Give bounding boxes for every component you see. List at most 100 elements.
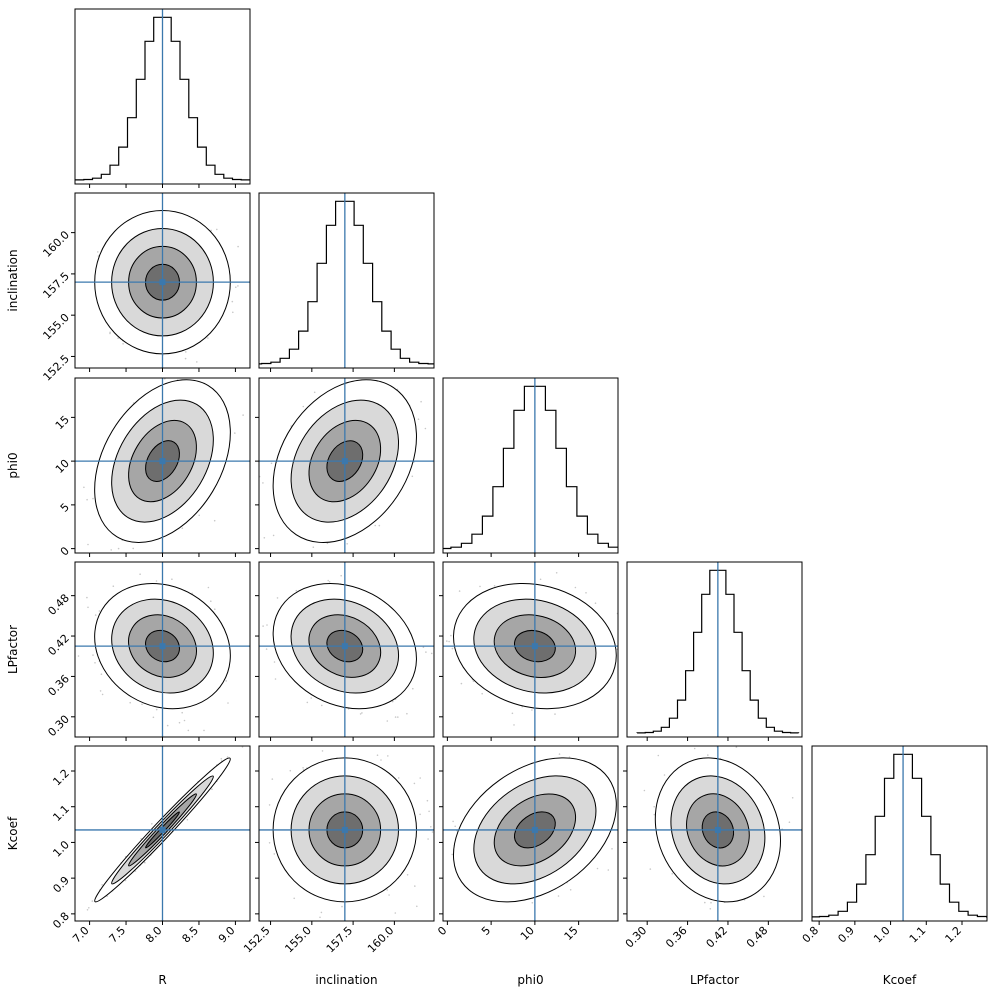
sample-point bbox=[92, 654, 94, 656]
y-tick-label: 0.48 bbox=[45, 591, 72, 618]
sample-point bbox=[132, 547, 134, 550]
sample-point bbox=[417, 418, 420, 421]
sample-point bbox=[276, 597, 279, 599]
sample-point bbox=[265, 648, 268, 650]
sample-point bbox=[210, 600, 212, 602]
sample-point bbox=[438, 627, 440, 629]
sample-point bbox=[216, 228, 218, 231]
sample-point bbox=[117, 547, 120, 550]
sample-point bbox=[191, 592, 193, 595]
sample-point bbox=[446, 640, 448, 642]
sample-point bbox=[92, 497, 94, 500]
sample-point bbox=[81, 554, 83, 556]
sample-point bbox=[83, 486, 85, 489]
sample-point bbox=[574, 586, 577, 589]
sample-point bbox=[472, 680, 475, 683]
panel-phi0-LPfactor bbox=[438, 561, 619, 741]
sample-point bbox=[272, 534, 275, 537]
sample-point bbox=[227, 702, 229, 704]
panel-R-LPfactor: 0.30 0.36 0.42 0.48 bbox=[45, 561, 251, 741]
sample-point bbox=[594, 602, 597, 604]
sample-point bbox=[110, 549, 112, 551]
sample-point bbox=[94, 614, 97, 616]
sample-point bbox=[440, 365, 442, 367]
panel-phi0-phi0 bbox=[442, 377, 619, 557]
sample-point bbox=[262, 482, 264, 484]
axes-frame bbox=[258, 192, 435, 369]
sample-point bbox=[313, 391, 316, 394]
sample-point bbox=[479, 585, 481, 588]
axes-frame bbox=[442, 377, 619, 554]
sample-point bbox=[266, 624, 268, 626]
y-tick-label: 15 bbox=[53, 413, 72, 432]
sample-point bbox=[242, 414, 244, 416]
sample-point bbox=[123, 393, 125, 395]
y-tick-label: 5 bbox=[58, 501, 72, 515]
sample-point bbox=[270, 462, 273, 465]
sample-point bbox=[397, 716, 399, 718]
sample-point bbox=[326, 542, 329, 545]
truth-marker bbox=[159, 279, 166, 286]
sample-point bbox=[98, 610, 101, 612]
panel-R-R bbox=[74, 8, 251, 188]
panel-inclination-LPfactor bbox=[255, 561, 435, 741]
sample-point bbox=[340, 574, 343, 577]
sample-point bbox=[328, 581, 331, 583]
sample-point bbox=[187, 729, 190, 732]
sample-point bbox=[327, 579, 330, 582]
sample-point bbox=[196, 361, 198, 363]
sample-point bbox=[531, 709, 533, 711]
sample-point bbox=[394, 716, 397, 718]
sample-point bbox=[109, 331, 111, 334]
sample-point bbox=[181, 711, 183, 714]
sample-point bbox=[386, 720, 389, 722]
y-tick-label: 10 bbox=[53, 457, 72, 476]
sample-point bbox=[362, 374, 364, 376]
sample-point bbox=[122, 343, 124, 345]
axes-frame bbox=[258, 561, 435, 738]
sample-point bbox=[585, 592, 587, 594]
sample-point bbox=[109, 332, 111, 335]
sample-point bbox=[155, 708, 158, 711]
sample-point bbox=[139, 573, 141, 575]
y-tick-label: 0.42 bbox=[45, 632, 72, 659]
panel-inclination-inclination bbox=[258, 192, 435, 372]
sample-point bbox=[166, 724, 169, 727]
y-tick-label: 0.30 bbox=[45, 713, 72, 740]
y-tick-label: 0.36 bbox=[45, 672, 72, 699]
sample-point bbox=[112, 585, 115, 587]
sample-point bbox=[178, 721, 181, 724]
sample-point bbox=[458, 590, 461, 592]
truth-marker bbox=[159, 643, 166, 650]
y-tick-label: 160.0 bbox=[40, 228, 71, 259]
sample-point bbox=[87, 543, 89, 546]
sample-point bbox=[210, 229, 212, 232]
y-tick-label: 157.5 bbox=[40, 270, 71, 301]
sample-point bbox=[391, 700, 394, 703]
sample-point bbox=[406, 712, 408, 715]
sample-point bbox=[203, 729, 205, 732]
sample-point bbox=[183, 719, 186, 722]
sample-point bbox=[101, 693, 104, 696]
panel-inclination-phi0 bbox=[255, 365, 442, 557]
sample-point bbox=[306, 701, 309, 704]
sample-point bbox=[412, 687, 414, 690]
sample-point bbox=[302, 405, 305, 408]
sample-point bbox=[207, 586, 210, 589]
sample-point bbox=[117, 337, 119, 340]
sample-point bbox=[237, 245, 239, 248]
y-tick-label: 155.0 bbox=[40, 311, 71, 342]
sample-point bbox=[424, 427, 427, 430]
sample-point bbox=[425, 651, 427, 653]
sample-point bbox=[181, 527, 184, 529]
sample-point bbox=[359, 713, 362, 715]
sample-point bbox=[94, 662, 96, 664]
sample-point bbox=[129, 701, 131, 704]
sample-point bbox=[460, 682, 463, 685]
sample-point bbox=[295, 589, 298, 592]
sample-point bbox=[189, 376, 191, 378]
sample-point bbox=[430, 652, 433, 655]
